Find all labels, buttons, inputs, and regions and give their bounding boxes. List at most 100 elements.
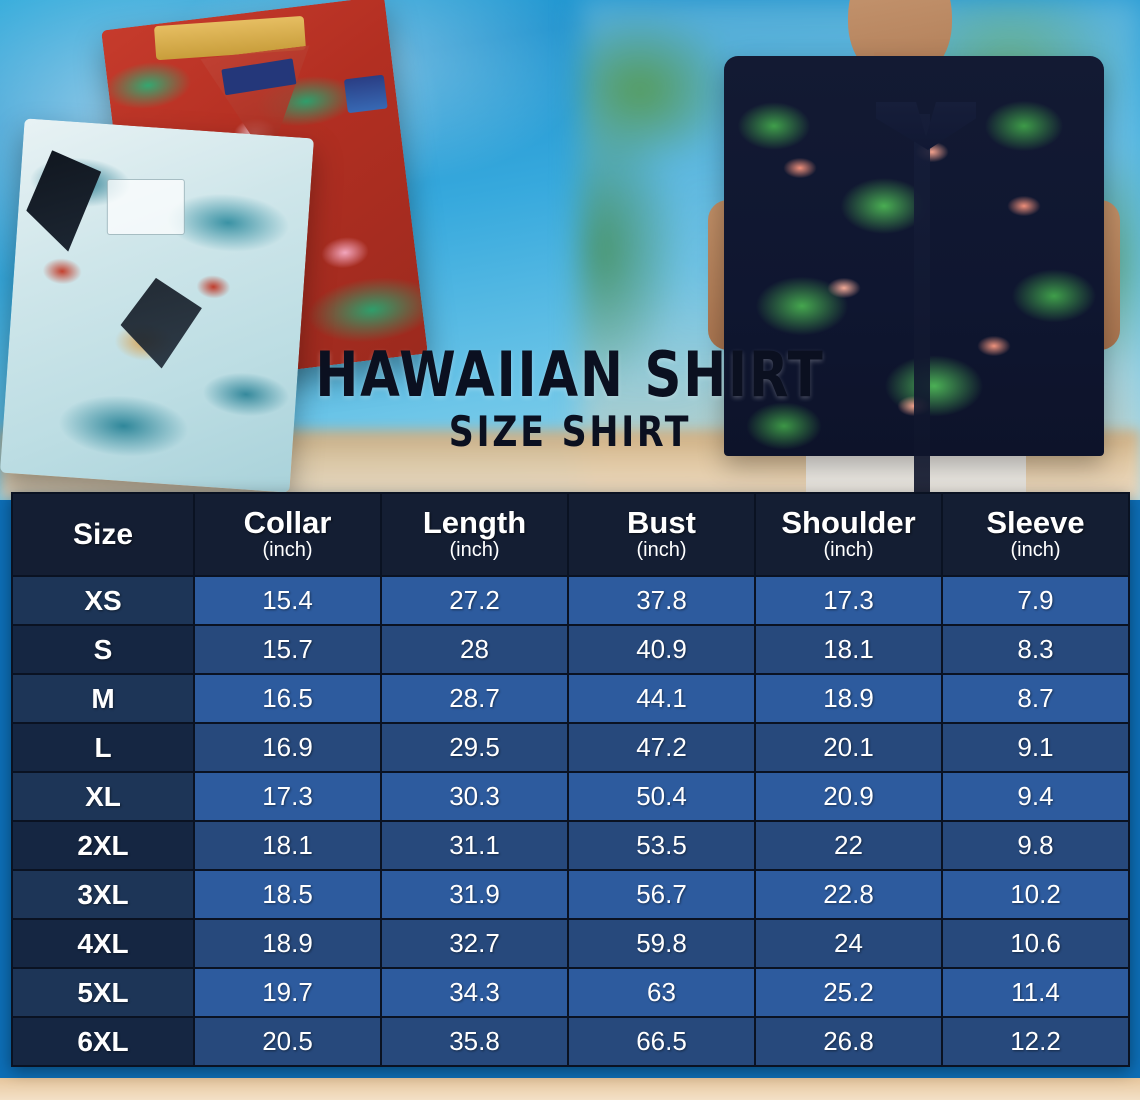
cell-sleeve: 9.4 <box>941 771 1130 822</box>
hero-banner <box>0 0 1140 500</box>
cell-collar: 17.3 <box>193 771 382 822</box>
column-header-size-label: Size <box>72 517 134 551</box>
title-line-2: SIZE SHIRT <box>448 407 692 456</box>
cell-bust: 47.2 <box>567 722 756 773</box>
column-header-bust: Bust (inch) <box>567 492 756 577</box>
column-header-shoulder-unit: (inch) <box>823 538 874 561</box>
cell-length: 32.7 <box>380 918 569 969</box>
column-header-collar-unit: (inch) <box>262 538 313 561</box>
shirt-chest-pocket <box>106 178 185 235</box>
cell-shoulder: 26.8 <box>754 1016 943 1067</box>
cell-length: 31.1 <box>380 820 569 871</box>
table-row: 6XL 20.5 35.8 66.5 26.8 12.2 <box>11 1016 1130 1067</box>
column-header-collar-label: Collar <box>243 505 332 541</box>
cell-collar: 16.5 <box>193 673 382 724</box>
cell-size: M <box>11 673 195 724</box>
cell-size: 2XL <box>11 820 195 871</box>
cell-shoulder: 17.3 <box>754 575 943 626</box>
cell-shoulder: 22.8 <box>754 869 943 920</box>
column-header-length-label: Length <box>422 505 527 541</box>
column-header-sleeve-unit: (inch) <box>1010 538 1061 561</box>
table-row: 2XL 18.1 31.1 53.5 22 9.8 <box>11 820 1130 871</box>
cell-bust: 50.4 <box>567 771 756 822</box>
column-header-bust-unit: (inch) <box>636 538 687 561</box>
cell-size: 5XL <box>11 967 195 1018</box>
title-line-1: HAWAIIAN SHIRT <box>315 338 825 411</box>
cell-sleeve: 9.8 <box>941 820 1130 871</box>
column-header-shoulder-label: Shoulder <box>781 505 916 541</box>
cell-shoulder: 25.2 <box>754 967 943 1018</box>
model-flamingo-shirt <box>724 56 1104 500</box>
table-body: XS 15.4 27.2 37.8 17.3 7.9 S 15.7 28 40.9 18.1 8.3… <box>11 575 1130 1067</box>
page-title: HAWAIIAN SHIRT SIZE SHIRT <box>0 344 1140 459</box>
cell-collar: 16.9 <box>193 722 382 773</box>
column-header-length: Length (inch) <box>380 492 569 577</box>
cell-collar: 18.5 <box>193 869 382 920</box>
cell-bust: 40.9 <box>567 624 756 675</box>
cell-shoulder: 18.1 <box>754 624 943 675</box>
table-row: XL 17.3 30.3 50.4 20.9 9.4 <box>11 771 1130 822</box>
cell-sleeve: 9.1 <box>941 722 1130 773</box>
cell-sleeve: 8.7 <box>941 673 1130 724</box>
table-row: 5XL 19.7 34.3 63 25.2 11.4 <box>11 967 1130 1018</box>
cell-length: 29.5 <box>380 722 569 773</box>
cell-bust: 44.1 <box>567 673 756 724</box>
cell-collar: 18.9 <box>193 918 382 969</box>
cell-length: 35.8 <box>380 1016 569 1067</box>
cell-length: 28 <box>380 624 569 675</box>
cell-size: XL <box>11 771 195 822</box>
cell-sleeve: 10.2 <box>941 869 1130 920</box>
column-header-sleeve-label: Sleeve <box>986 505 1085 541</box>
column-header-sleeve: Sleeve (inch) <box>941 492 1130 577</box>
cell-bust: 63 <box>567 967 756 1018</box>
cell-bust: 53.5 <box>567 820 756 871</box>
table-row: 4XL 18.9 32.7 59.8 24 10.6 <box>11 918 1130 969</box>
cell-collar: 15.7 <box>193 624 382 675</box>
column-header-bust-label: Bust <box>627 505 696 541</box>
column-header-shoulder: Shoulder (inch) <box>754 492 943 577</box>
cell-bust: 37.8 <box>567 575 756 626</box>
cell-shoulder: 18.9 <box>754 673 943 724</box>
cell-size: 4XL <box>11 918 195 969</box>
cell-length: 34.3 <box>380 967 569 1018</box>
table-row: XS 15.4 27.2 37.8 17.3 7.9 <box>11 575 1130 626</box>
cell-collar: 15.4 <box>193 575 382 626</box>
cell-size: 6XL <box>11 1016 195 1067</box>
column-header-length-unit: (inch) <box>449 538 500 561</box>
cell-shoulder: 22 <box>754 820 943 871</box>
table-header: Size Collar (inch) Length (inch) Bust (i… <box>11 492 1130 577</box>
cell-shoulder: 20.9 <box>754 771 943 822</box>
cell-bust: 59.8 <box>567 918 756 969</box>
cell-length: 28.7 <box>380 673 569 724</box>
cell-shoulder: 24 <box>754 918 943 969</box>
table-row: S 15.7 28 40.9 18.1 8.3 <box>11 624 1130 675</box>
cell-length: 30.3 <box>380 771 569 822</box>
cell-collar: 19.7 <box>193 967 382 1018</box>
table-header-row: Size Collar (inch) Length (inch) Bust (i… <box>11 492 1130 577</box>
cell-bust: 56.7 <box>567 869 756 920</box>
cell-collar: 20.5 <box>193 1016 382 1067</box>
cell-sleeve: 11.4 <box>941 967 1130 1018</box>
cell-sleeve: 10.6 <box>941 918 1130 969</box>
cell-sleeve: 7.9 <box>941 575 1130 626</box>
cell-length: 31.9 <box>380 869 569 920</box>
cell-length: 27.2 <box>380 575 569 626</box>
model-photo <box>702 0 1122 500</box>
table-row: 3XL 18.5 31.9 56.7 22.8 10.2 <box>11 869 1130 920</box>
shirt-button-placket <box>914 114 930 500</box>
shirt-dark-collar-left <box>24 149 103 254</box>
shirt-sleeve-logo <box>343 74 388 114</box>
cell-sleeve: 12.2 <box>941 1016 1130 1067</box>
cell-size: L <box>11 722 195 773</box>
size-chart-table: Size Collar (inch) Length (inch) Bust (i… <box>11 492 1130 1067</box>
cell-bust: 66.5 <box>567 1016 756 1067</box>
cell-size: S <box>11 624 195 675</box>
cell-sleeve: 8.3 <box>941 624 1130 675</box>
cell-size: 3XL <box>11 869 195 920</box>
cell-shoulder: 20.1 <box>754 722 943 773</box>
table-row: M 16.5 28.7 44.1 18.9 8.7 <box>11 673 1130 724</box>
cell-collar: 18.1 <box>193 820 382 871</box>
cell-size: XS <box>11 575 195 626</box>
column-header-collar: Collar (inch) <box>193 492 382 577</box>
table-row: L 16.9 29.5 47.2 20.1 9.1 <box>11 722 1130 773</box>
